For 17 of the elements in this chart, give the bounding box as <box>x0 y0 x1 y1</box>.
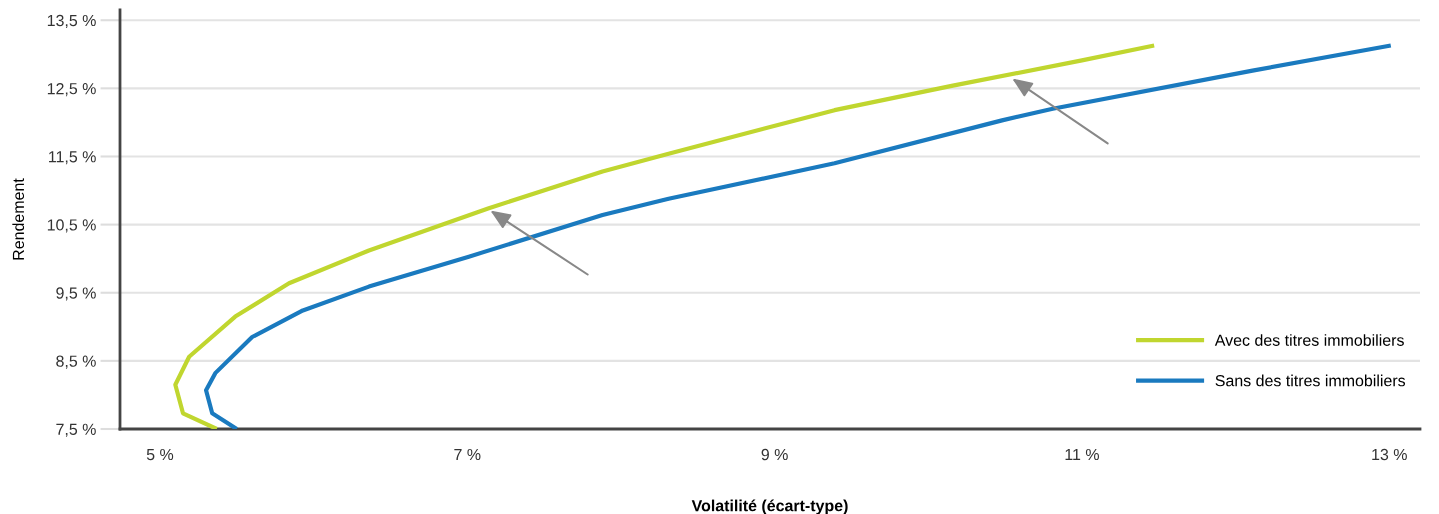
legend-label: Sans des titres immobiliers <box>1215 374 1406 387</box>
y-tick-label: 13,5 % <box>47 14 96 29</box>
x-tick-label: 13 % <box>1372 448 1407 461</box>
x-tick-label: 9 % <box>761 448 788 461</box>
y-tick-label: 7,5 % <box>56 423 96 437</box>
y-tick-label: 11,5 % <box>49 151 96 165</box>
y-tick-label: 12,5 % <box>47 82 96 97</box>
x-axis-title: Volatilité (écart-type) <box>691 499 848 514</box>
y-axis-title: Rendement <box>12 178 25 260</box>
y-tick-label: 8,5 % <box>56 355 96 369</box>
line-series <box>173 43 1157 429</box>
legend-label: Avec des titres immobiliers <box>1214 334 1404 346</box>
x-tick-label: 11 % <box>1065 448 1099 461</box>
y-tick-label: 9,5 % <box>56 287 96 301</box>
x-tick-label: 7 % <box>454 448 481 461</box>
x-tick-label: 5 % <box>146 448 174 461</box>
y-tick-label: 10,5 % <box>47 219 96 233</box>
